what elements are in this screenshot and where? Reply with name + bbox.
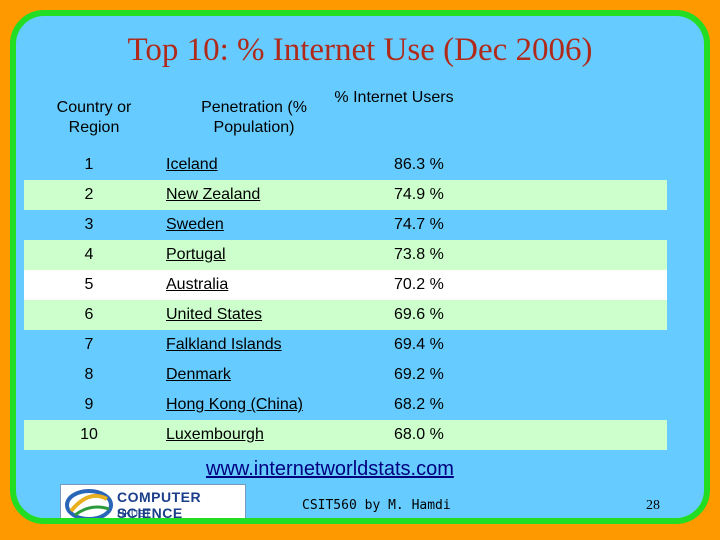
pct-cell: 68.2 % bbox=[394, 396, 444, 413]
country-link[interactable]: United States bbox=[166, 306, 263, 323]
rank-cell: 9 bbox=[84, 396, 94, 413]
table-row: 10 Luxembourgh 68.0 % bbox=[24, 420, 667, 450]
country-link[interactable]: Denmark bbox=[166, 366, 231, 383]
logo-title: COMPUTER SCIENCE bbox=[117, 489, 202, 521]
pct-cell: 70.2 % bbox=[394, 276, 444, 293]
country-link[interactable]: Falkland Islands bbox=[166, 336, 282, 353]
slide-title: Top 10: % Internet Use (Dec 2006) bbox=[127, 32, 593, 68]
header-penetration: Penetration (% Population) bbox=[201, 99, 307, 136]
pct-cell: 74.7 % bbox=[394, 216, 444, 233]
source-url-link[interactable]: www.internetworldstats.com bbox=[206, 458, 454, 480]
slide-panel: Top 10: % Internet Use (Dec 2006) Countr… bbox=[10, 10, 710, 524]
table-row: 2 New Zealand 74.9 % bbox=[24, 180, 667, 210]
header-country: Country or Region bbox=[56, 99, 132, 136]
table-row: 4 Portugal 73.8 % bbox=[24, 240, 667, 270]
country-link[interactable]: Luxembourgh bbox=[166, 426, 264, 443]
pct-cell: 69.6 % bbox=[394, 306, 444, 323]
rank-cell: 10 bbox=[80, 426, 98, 443]
table-row: 6 United States 69.6 % bbox=[24, 300, 667, 330]
pct-cell: 86.3 % bbox=[394, 156, 444, 173]
country-link[interactable]: Portugal bbox=[166, 246, 226, 263]
country-link[interactable]: Sweden bbox=[166, 216, 224, 233]
pct-cell: 69.2 % bbox=[394, 366, 444, 383]
table-row: 5 Australia 70.2 % bbox=[24, 270, 667, 300]
footer-credit: CSIT560 by M. Hamdi bbox=[302, 498, 451, 513]
rank-cell: 6 bbox=[84, 306, 94, 323]
country-link[interactable]: Iceland bbox=[166, 156, 218, 173]
pct-cell: 73.8 % bbox=[394, 246, 444, 263]
rank-cell: 4 bbox=[84, 246, 94, 263]
table-row: 8 Denmark 69.2 % bbox=[24, 360, 667, 390]
page-number: 28 bbox=[646, 498, 660, 513]
country-link[interactable]: Hong Kong (China) bbox=[166, 396, 303, 413]
table-row: 1 Iceland 86.3 % bbox=[24, 150, 667, 180]
rank-cell: 3 bbox=[84, 216, 94, 233]
country-link[interactable]: Australia bbox=[166, 276, 229, 293]
pct-cell: 68.0 % bbox=[394, 426, 444, 443]
rank-cell: 5 bbox=[84, 276, 94, 293]
rank-cell: 1 bbox=[84, 156, 94, 173]
pct-cell: 69.4 % bbox=[394, 336, 444, 353]
table-row: 7 Falkland Islands 69.4 % bbox=[24, 330, 667, 360]
country-link[interactable]: New Zealand bbox=[166, 186, 261, 203]
rank-cell: 7 bbox=[84, 336, 94, 353]
table-row: 3 Sweden 74.7 % bbox=[24, 210, 667, 240]
header-users: % Internet Users bbox=[334, 89, 454, 106]
pct-cell: 74.9 % bbox=[394, 186, 444, 203]
logo-subtitle: HKUST bbox=[117, 509, 151, 520]
rank-cell: 2 bbox=[84, 186, 94, 203]
ranking-table: 1 Iceland 86.3 % 2 New Zealand 74.9 % 3 … bbox=[24, 150, 667, 450]
department-logo: COMPUTER SCIENCE HKUST bbox=[60, 484, 246, 521]
table-row: 9 Hong Kong (China) 68.2 % bbox=[24, 390, 667, 420]
logo-swoosh-icon bbox=[65, 489, 113, 518]
rank-cell: 8 bbox=[84, 366, 94, 383]
